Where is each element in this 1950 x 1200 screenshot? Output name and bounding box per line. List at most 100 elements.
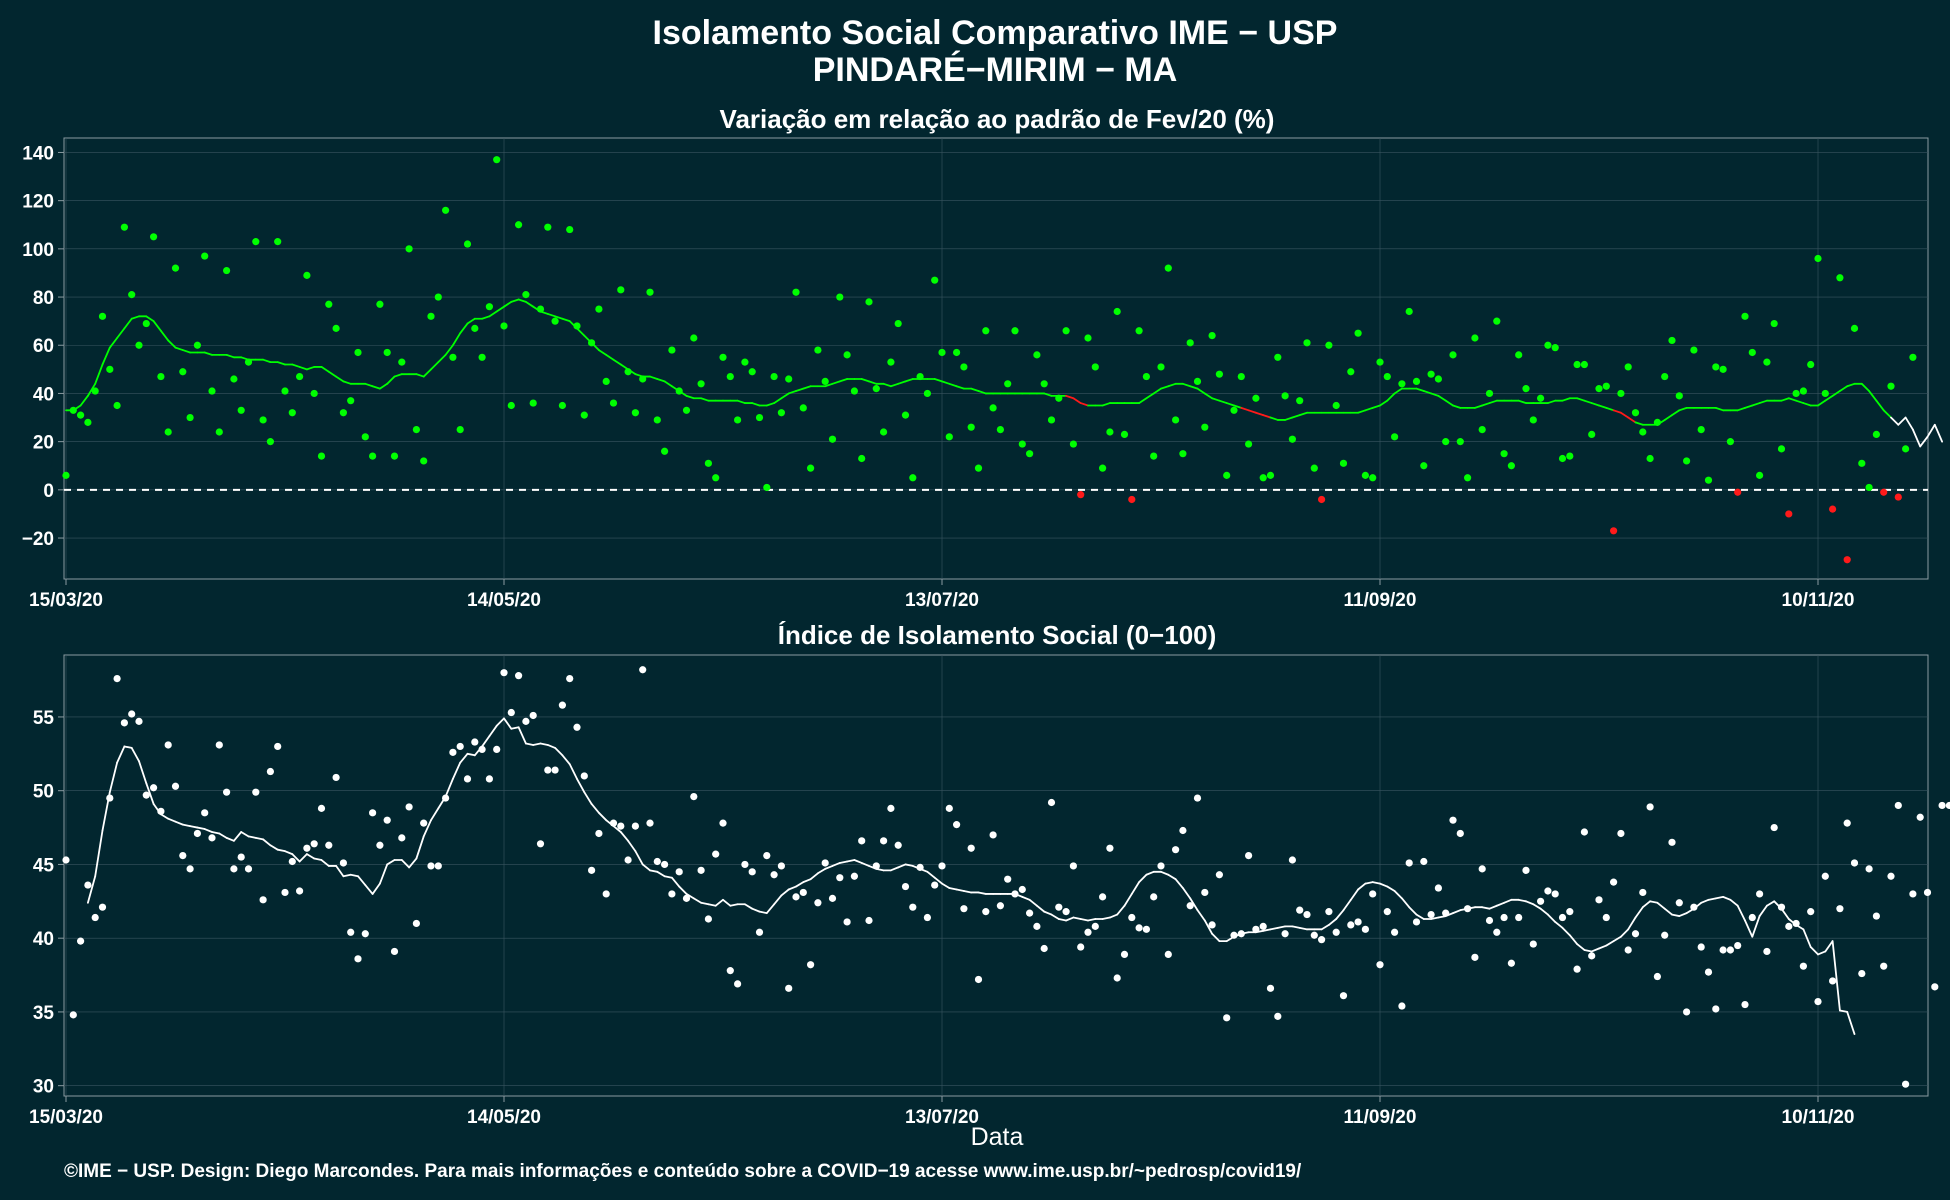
data-point <box>807 464 815 472</box>
data-point <box>186 413 194 422</box>
data-point <box>755 413 764 422</box>
moving-average-segment <box>459 322 469 335</box>
data-point <box>668 346 676 354</box>
x-tick-label: 10/11/20 <box>1782 1107 1855 1128</box>
data-point <box>1836 274 1844 282</box>
y-tick-label: 55 <box>33 708 55 729</box>
data-point <box>456 425 464 434</box>
data-point <box>1916 813 1924 821</box>
data-point <box>799 888 807 897</box>
moving-average-segment <box>1780 397 1790 402</box>
data-point <box>1434 375 1442 383</box>
moving-average-segment <box>1612 409 1622 414</box>
data-point <box>894 841 902 849</box>
data-point <box>1909 353 1917 361</box>
data-point <box>369 809 377 817</box>
moving-average-segment <box>707 903 717 907</box>
moving-average-segment <box>444 344 454 356</box>
data-point <box>617 822 625 830</box>
data-point <box>748 368 756 376</box>
data-point <box>1610 878 1618 886</box>
data-point <box>1172 846 1180 854</box>
moving-average-segment <box>167 339 177 349</box>
data-point <box>945 804 953 812</box>
moving-average-segment <box>1269 416 1279 421</box>
moving-average-segment <box>1452 909 1462 915</box>
data-point <box>1215 370 1223 378</box>
data-point <box>872 862 880 870</box>
data-point <box>741 860 749 869</box>
moving-average-segment <box>765 903 775 915</box>
moving-average-segment <box>1262 414 1272 419</box>
data-point <box>405 245 413 253</box>
data-point <box>252 238 260 246</box>
x-tick-label: 10/11/20 <box>1782 590 1855 611</box>
moving-average-segment <box>1744 404 1754 409</box>
data-point <box>471 738 479 746</box>
moving-average-segment <box>795 387 805 392</box>
moving-average-segment <box>1298 926 1308 931</box>
data-point <box>376 841 384 849</box>
moving-average-segment <box>174 346 184 351</box>
index-panel-title: Índice de Isolamento Social (0−100) <box>778 620 1217 650</box>
data-point <box>1785 510 1793 518</box>
moving-average-segment <box>1116 904 1126 916</box>
data-point <box>339 409 347 417</box>
moving-average-segment <box>1043 392 1053 397</box>
moving-average-segment <box>108 337 118 349</box>
data-point <box>653 857 661 866</box>
moving-average-segment <box>94 363 104 385</box>
moving-average-segment <box>466 752 476 757</box>
y-tick-label: 40 <box>33 929 54 950</box>
moving-average-segment <box>101 346 111 366</box>
data-point <box>150 233 158 241</box>
moving-average-segment <box>1430 392 1440 397</box>
data-point <box>1376 358 1384 366</box>
moving-average-segment <box>1671 913 1681 917</box>
data-point <box>171 264 180 272</box>
moving-average-segment <box>561 317 571 323</box>
data-point <box>807 961 815 969</box>
moving-average-segment <box>1189 897 1199 912</box>
moving-average-segment <box>1138 873 1148 884</box>
y-tick-label: 100 <box>22 240 54 261</box>
data-point <box>1785 922 1793 930</box>
data-point <box>836 293 844 301</box>
moving-average-segment <box>510 726 520 730</box>
moving-average-segment <box>466 317 476 325</box>
data-point <box>361 930 369 938</box>
data-point <box>1223 471 1231 479</box>
data-point <box>974 975 983 984</box>
data-point <box>1004 875 1012 883</box>
data-point <box>1456 829 1464 838</box>
data-point <box>230 865 238 873</box>
data-point <box>551 317 559 325</box>
moving-average-segment <box>583 791 593 805</box>
moving-average-segment <box>1495 901 1505 907</box>
moving-average-segment <box>1744 919 1754 938</box>
moving-average-segment <box>1539 907 1549 916</box>
data-point <box>1573 965 1581 973</box>
data-point <box>712 474 720 482</box>
moving-average-segment <box>1379 399 1389 407</box>
data-point <box>1631 409 1640 417</box>
data-point <box>712 850 720 858</box>
moving-average-segment <box>1036 904 1046 913</box>
moving-average-segment <box>218 832 228 839</box>
data-point <box>106 794 114 802</box>
moving-average-segment <box>232 831 243 842</box>
moving-average-segment <box>926 870 936 879</box>
index-plot-area <box>63 654 1929 1097</box>
data-point <box>1332 928 1340 936</box>
moving-average-segment <box>1707 897 1717 901</box>
moving-average-segment <box>941 882 951 889</box>
moving-average-segment <box>1795 399 1805 404</box>
data-point <box>1726 438 1734 446</box>
data-point <box>602 890 610 898</box>
data-point <box>522 291 530 299</box>
moving-average-segment <box>1174 878 1184 889</box>
moving-average-segment <box>430 361 440 371</box>
y-tick-label: 45 <box>33 855 55 876</box>
data-point <box>1099 893 1107 901</box>
x-tick-label: 13/07/20 <box>905 590 979 611</box>
